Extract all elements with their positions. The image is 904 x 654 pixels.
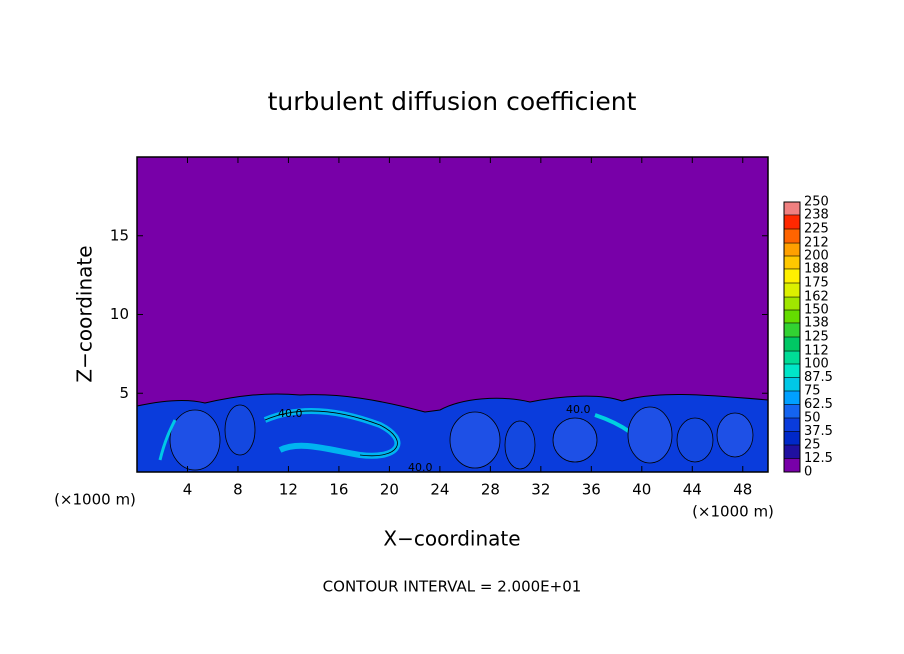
x-tick-label: 24 [430, 481, 449, 499]
eddy [552, 417, 598, 463]
x-tick-label: 12 [279, 481, 298, 499]
colorbar-label: 150 [804, 303, 829, 318]
contour-field [136, 157, 769, 473]
colorbar-label: 238 [804, 207, 829, 222]
colorbar-label: 112 [804, 344, 829, 359]
x-tick-label: 36 [582, 481, 601, 499]
colorbar-band [784, 256, 800, 269]
colorbar-band [784, 404, 800, 418]
eddy [449, 411, 501, 469]
eddy [627, 406, 673, 464]
colorbar-label: 138 [804, 315, 829, 330]
colorbar-band [784, 214, 800, 229]
colorbar-band [784, 431, 800, 445]
colorbar-label: 200 [804, 249, 829, 264]
y-tick-label: 5 [119, 384, 129, 402]
colorbar-label: 25 [804, 438, 821, 453]
colorbar-band [784, 243, 800, 256]
colorbar-band [784, 377, 800, 391]
colorbar-label: 37.5 [804, 424, 833, 439]
colorbar-band [784, 351, 800, 364]
colorbar-label: 50 [804, 411, 821, 426]
x-tick-label: 48 [733, 481, 752, 499]
x-unit: (×1000 m) [54, 491, 136, 509]
colorbar-band [784, 391, 800, 405]
y-axis-label: Z−coordinate [73, 245, 97, 382]
eddy [594, 413, 632, 434]
colorbar-label: 250 [804, 195, 829, 210]
colorbar-label: 225 [804, 222, 829, 237]
y-tick-label: 15 [110, 226, 129, 244]
colorbar-band [784, 202, 800, 215]
x-tick-label: 44 [683, 481, 702, 499]
y-tick-label: 10 [110, 305, 129, 323]
colorbar-band [784, 337, 800, 352]
x-tick-label: 28 [481, 481, 500, 499]
x-tick-label: 8 [233, 481, 243, 499]
colorbar-band [784, 268, 800, 283]
colorbar-band [784, 229, 800, 244]
colorbar-label: 162 [804, 290, 829, 305]
eddy [504, 420, 536, 470]
x-unit: (×1000 m) [692, 503, 774, 521]
colorbar-label: 62.5 [804, 397, 833, 412]
eddy [169, 409, 221, 471]
contour-label: 40.0 [566, 403, 591, 416]
colorbar-label: 100 [804, 357, 829, 372]
colorbar-label: 0 [804, 465, 812, 480]
colorbar-label: 75 [804, 384, 821, 399]
contour-label: 40.0 [408, 461, 433, 474]
eddy [716, 412, 754, 458]
colorbar-label: 188 [804, 261, 829, 276]
colorbar-band [784, 445, 800, 459]
colorbar-label: 12.5 [804, 451, 833, 466]
eddy [224, 404, 256, 456]
colorbar-band [784, 283, 800, 298]
x-axis-label: X−coordinate [383, 527, 520, 551]
colorbar-label: 212 [804, 236, 829, 251]
x-tick-label: 40 [632, 481, 651, 499]
x-tick-label: 32 [531, 481, 550, 499]
colorbar-band [784, 364, 800, 378]
footer: CONTOUR INTERVAL = 2.000E+01 [323, 578, 582, 596]
x-tick-label: 20 [380, 481, 399, 499]
contour-line [264, 410, 398, 457]
colorbar-band [784, 297, 800, 310]
eddy [158, 419, 177, 461]
colorbar-band [784, 310, 800, 323]
x-tick-label: 4 [183, 481, 193, 499]
colorbar-band [784, 418, 800, 432]
colorbar-label: 175 [804, 276, 829, 291]
contour-label: 40.0 [278, 407, 303, 420]
colorbar-band [784, 322, 800, 337]
colorbar-band [784, 458, 800, 472]
eddy [676, 417, 714, 463]
colorbar-label: 125 [804, 330, 829, 345]
x-tick-label: 16 [329, 481, 348, 499]
colorbar-label: 87.5 [804, 370, 833, 385]
chart-title: turbulent diffusion coefficient [268, 87, 637, 116]
